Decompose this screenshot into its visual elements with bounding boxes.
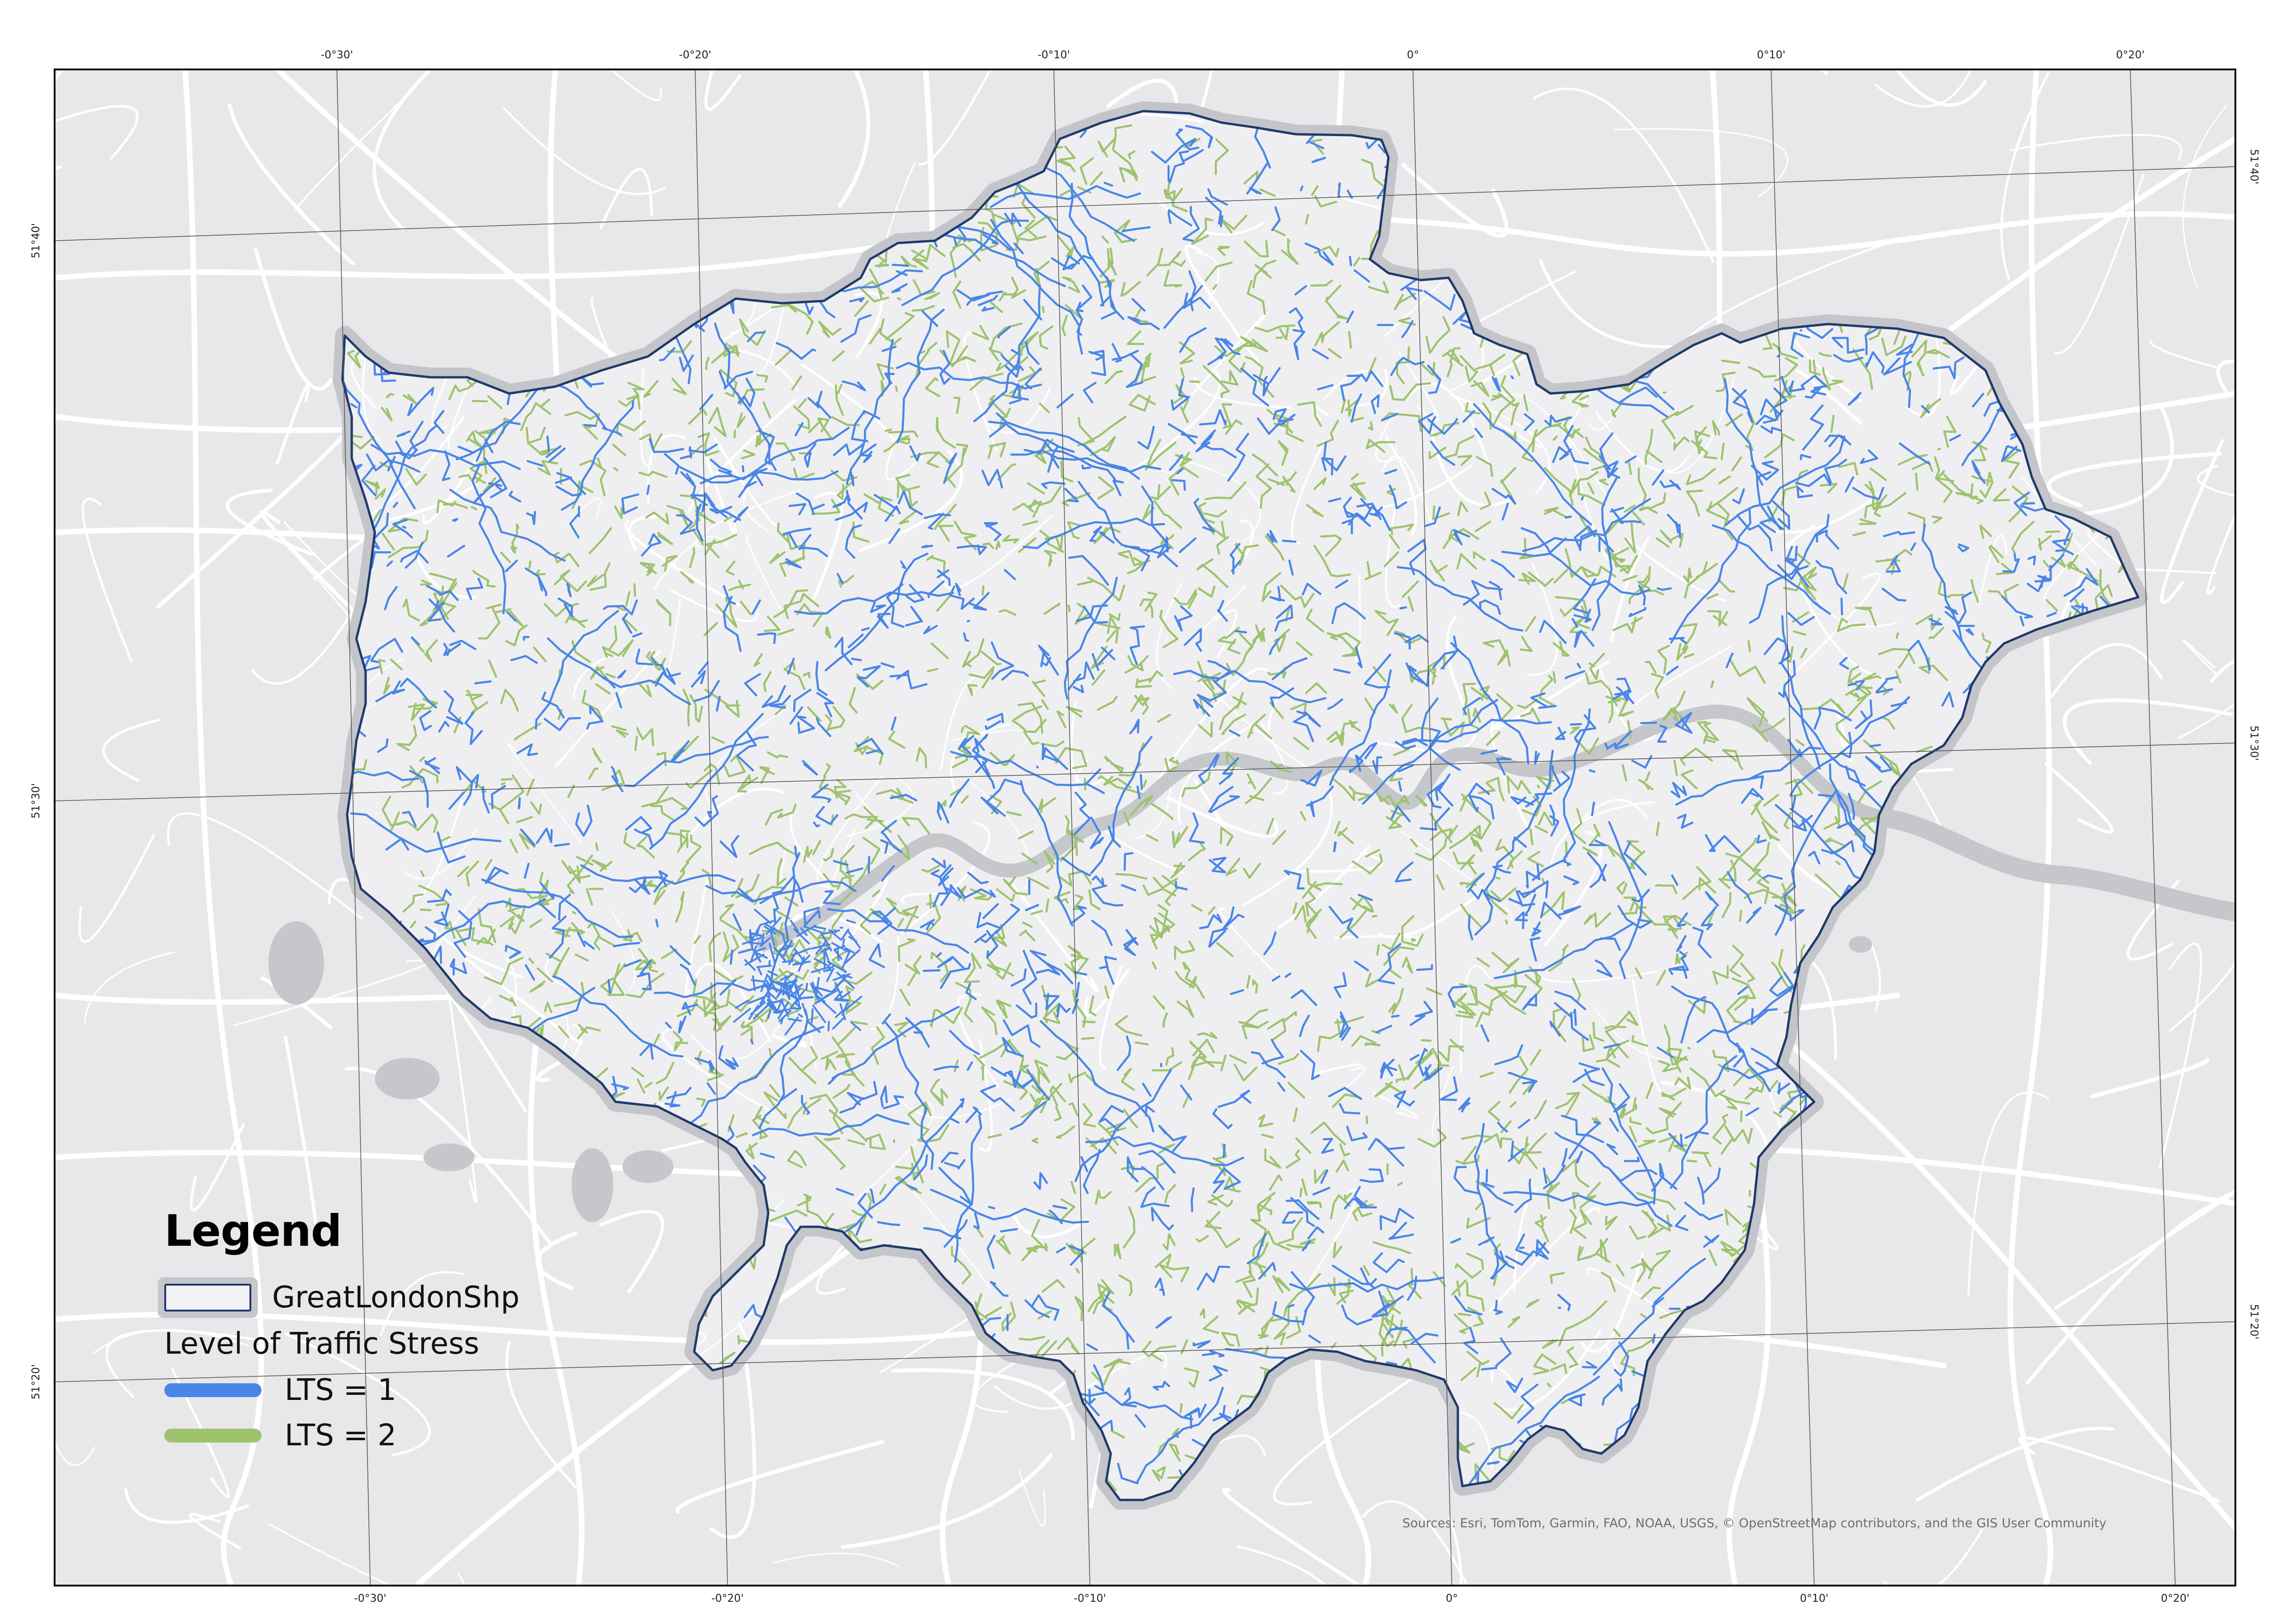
bottom-tick-label: 0° [1445, 1593, 1458, 1605]
left-tick-label: 51°20' [30, 1364, 42, 1400]
left-tick-label: 51°40' [30, 223, 42, 259]
london-boundary[interactable] [341, 110, 2140, 1501]
top-tick-label: -0°10' [1037, 49, 1070, 61]
legend-lts2-label: LTS = 2 [285, 1418, 397, 1453]
right-tick-label: 51°40' [2248, 149, 2260, 185]
map-legend: Legend GreatLondonShp Level of Traffic S… [164, 1206, 520, 1458]
legend-lts1-label: LTS = 1 [285, 1373, 397, 1407]
legend-item-lts1: LTS = 1 [164, 1368, 520, 1413]
top-tick-label: 0° [1406, 49, 1419, 61]
legend-item-lts2: LTS = 2 [164, 1413, 520, 1458]
london-area-fill [342, 111, 2138, 1500]
right-tick-label: 51°20' [2248, 1304, 2260, 1340]
boundary-swatch [164, 1284, 251, 1312]
top-tick-label: -0°20' [678, 49, 712, 61]
map-attribution: Sources: Esri, TomTom, Garmin, FAO, NOAA… [1402, 1516, 2107, 1530]
top-tick-label: 0°20' [2116, 49, 2145, 61]
bottom-tick-label: 0°20' [2161, 1593, 2190, 1605]
bottom-tick-label: -0°10' [1073, 1593, 1107, 1605]
bottom-tick-label: -0°20' [711, 1593, 744, 1605]
legend-boundary-label: GreatLondonShp [272, 1280, 520, 1315]
legend-item-boundary: GreatLondonShp [164, 1275, 520, 1320]
graticule-lines [55, 69, 2235, 1586]
map-frame-border [54, 69, 2236, 1587]
lts2-swatch [164, 1429, 261, 1443]
left-tick-label: 51°30' [30, 783, 42, 819]
bottom-tick-label: -0°30' [354, 1593, 387, 1605]
legend-group-title: Level of Traffic Stress [164, 1327, 479, 1361]
lts1-swatch [164, 1383, 261, 1397]
right-tick-label: 51°30' [2248, 725, 2260, 761]
top-tick-label: -0°30' [320, 49, 354, 61]
bottom-tick-label: 0°10' [1800, 1593, 1829, 1605]
top-tick-label: 0°10' [1757, 49, 1786, 61]
river-thames-estuary [1884, 810, 2235, 921]
legend-title: Legend [164, 1206, 342, 1256]
